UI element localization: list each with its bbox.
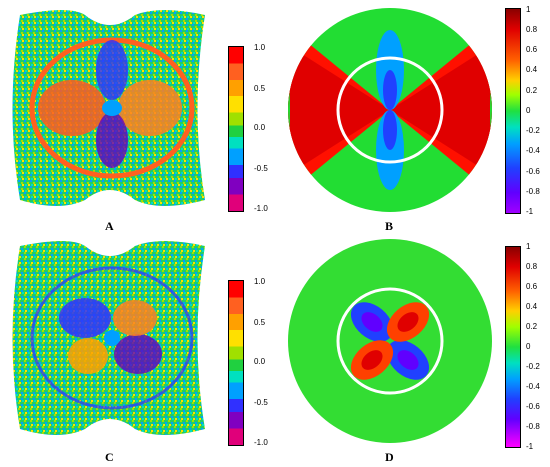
panel-d-tick: -0.6 bbox=[526, 402, 540, 411]
panel-a-tick: 0.0 bbox=[254, 123, 266, 132]
panel-d-tick: 0.6 bbox=[526, 282, 538, 291]
panel-a-label: A bbox=[105, 219, 114, 233]
panel-c-tick: -0.5 bbox=[254, 398, 268, 407]
panel-b-tick: -0.2 bbox=[526, 126, 540, 135]
panel-d-tick: 0 bbox=[526, 342, 531, 351]
panel-b-tick: -1 bbox=[526, 207, 534, 216]
panel-d-tick: -0.4 bbox=[526, 382, 540, 391]
panel-a-tick: -0.5 bbox=[254, 164, 268, 173]
panel-d-tick: 1 bbox=[526, 242, 531, 251]
panel-b-tick: 0.4 bbox=[526, 65, 538, 74]
panel-a: 1.0 0.5 0.0 -0.5 -1.0 A bbox=[0, 0, 270, 235]
panel-a-image bbox=[12, 10, 205, 206]
panel-c-label: C bbox=[105, 450, 114, 464]
panel-c-tick: 0.0 bbox=[254, 357, 266, 366]
panel-b-tick: -0.4 bbox=[526, 146, 540, 155]
panel-c: 1.0 0.5 0.0 -0.5 -1.0 C bbox=[0, 234, 270, 467]
panel-b-tick: 0.6 bbox=[526, 45, 538, 54]
panel-d-tick: 0.8 bbox=[526, 262, 538, 271]
panel-c-tick: 0.5 bbox=[254, 318, 266, 327]
panel-b-image bbox=[288, 8, 492, 212]
panel-b-tick: 0.8 bbox=[526, 25, 538, 34]
panel-b-tick: 1 bbox=[526, 5, 531, 14]
panel-a-tick: 1.0 bbox=[254, 43, 266, 52]
panel-d-image bbox=[288, 239, 492, 443]
panel-b-tick: 0 bbox=[526, 106, 531, 115]
panel-b: 1 0.8 0.6 0.4 0.2 0 -0.2 -0.4 -0.6 -0.8 … bbox=[280, 0, 550, 235]
panel-a-tick: 0.5 bbox=[254, 84, 266, 93]
panel-d-tick: 0.2 bbox=[526, 322, 538, 331]
panel-c-tick: 1.0 bbox=[254, 277, 266, 286]
panel-d-tick: -0.8 bbox=[526, 422, 540, 431]
panel-b-colorbar bbox=[505, 8, 521, 214]
panel-d-label: D bbox=[385, 450, 394, 464]
panel-d-tick: 0.4 bbox=[526, 302, 538, 311]
panel-b-tick: 0.2 bbox=[526, 86, 538, 95]
panel-a-tick: -1.0 bbox=[254, 204, 268, 213]
panel-d-tick: -0.2 bbox=[526, 362, 540, 371]
panel-c-colorbar bbox=[228, 280, 244, 446]
panel-d-tick: -1 bbox=[526, 442, 534, 451]
panel-b-tick: -0.8 bbox=[526, 187, 540, 196]
panel-d-colorbar bbox=[505, 246, 521, 448]
panel-d: 1 0.8 0.6 0.4 0.2 0 -0.2 -0.4 -0.6 -0.8 … bbox=[280, 234, 550, 467]
panel-c-tick: -1.0 bbox=[254, 438, 268, 447]
panel-b-label: B bbox=[385, 219, 394, 233]
panel-a-colorbar bbox=[228, 46, 244, 212]
panel-b-tick: -0.6 bbox=[526, 167, 540, 176]
panel-c-image bbox=[12, 241, 205, 435]
